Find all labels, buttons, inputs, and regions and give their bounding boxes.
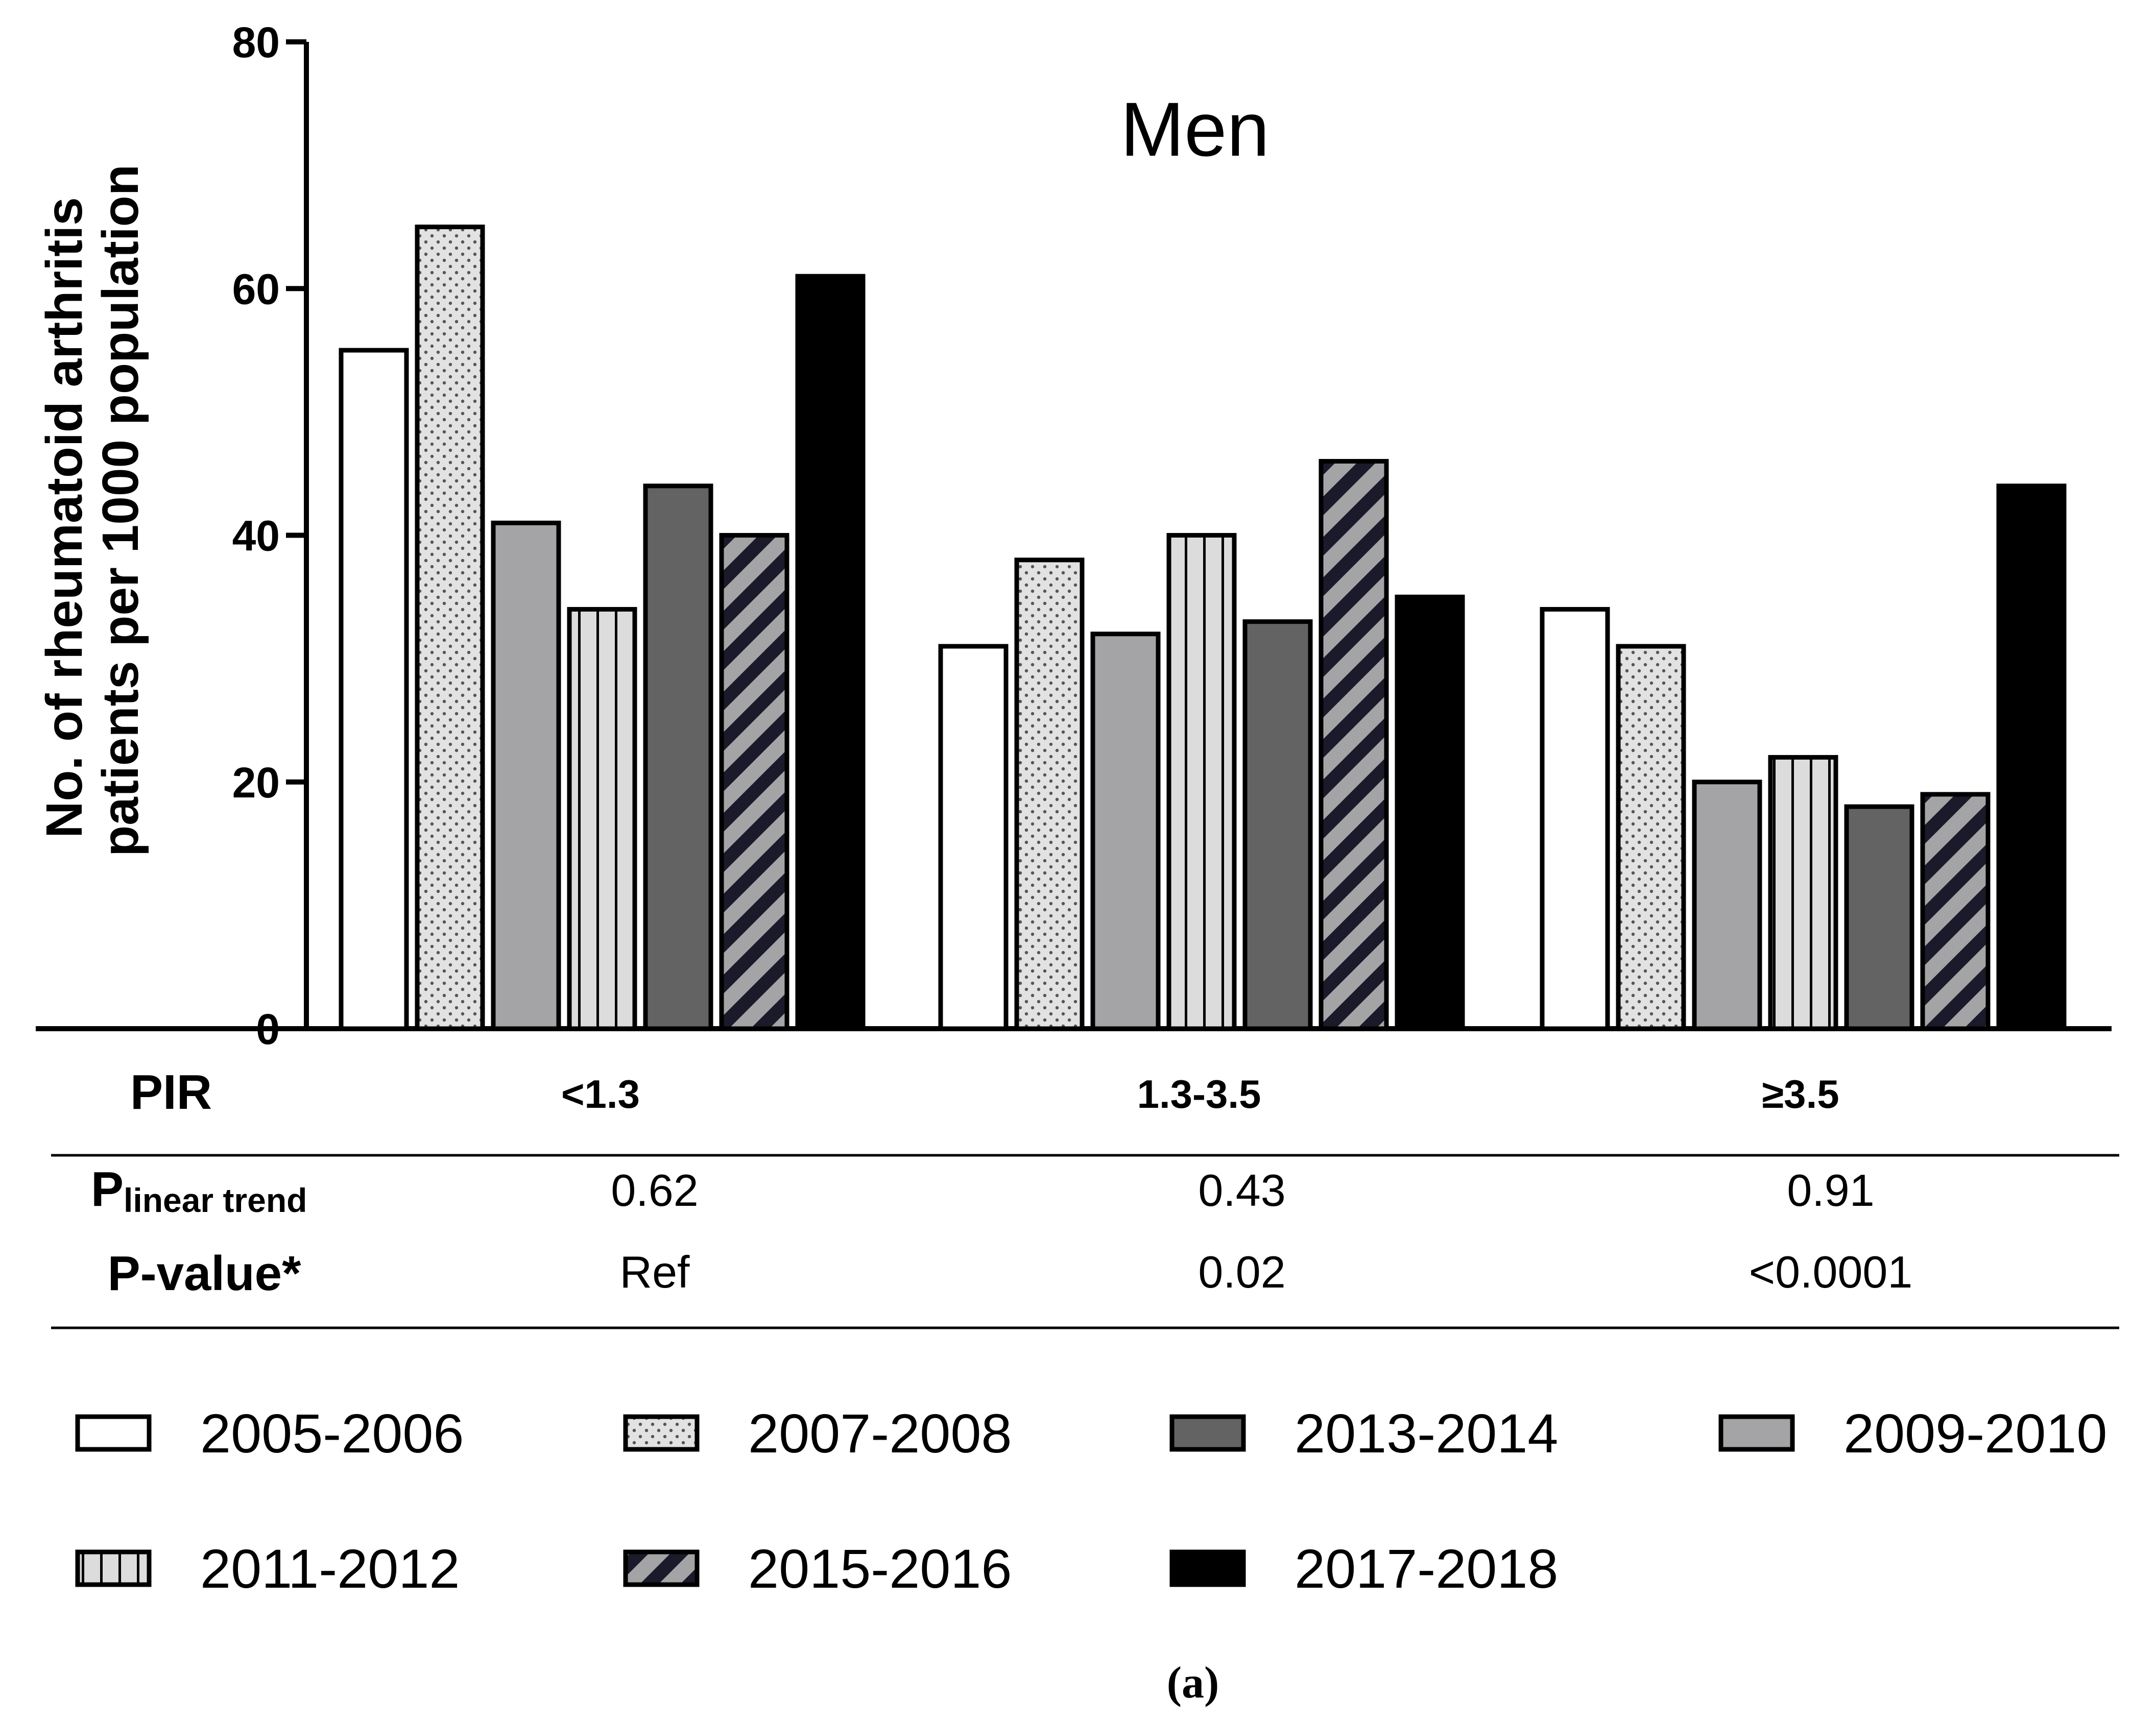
y-axis-label-line-2: patients per 1000 population <box>92 164 149 857</box>
bar-1-3-3-5-2011-2012 <box>1166 533 1237 1031</box>
bar-lt1-3-2011-2012 <box>567 606 637 1031</box>
category-label-ge3-5: ≥3.5 <box>1762 1072 1839 1116</box>
y-tick-label-0: 0 <box>256 1005 280 1053</box>
legend-item-2009-2010: 2009-2010 <box>1718 1402 2107 1464</box>
bars <box>339 224 2067 1031</box>
bar-1-3-3-5-2017-2018 <box>1395 594 1465 1031</box>
y-ticks: 0 20 40 60 80 <box>232 18 306 1053</box>
p-value-header: P-value* <box>108 1246 301 1301</box>
legend-item-2015-2016: 2015-2016 <box>623 1538 1012 1599</box>
legend: 2005-2006 2007-2008 2013-2014 2009-2010 2011… <box>75 1402 2107 1599</box>
bar-ge3-5-2005-2006 <box>1540 606 1610 1031</box>
bar-lt1-3-2015-2016 <box>719 533 789 1031</box>
bar-ge3-5-2009-2010 <box>1692 780 1762 1031</box>
y-axis-label: No. of rheumatoid arthritis patients per… <box>36 164 149 857</box>
bar-ge3-5-2013-2014 <box>1844 804 1914 1031</box>
table-cell-row1-col1: 0.62 <box>611 1165 698 1216</box>
table-cell-row1-col3: 0.91 <box>1787 1165 1874 1216</box>
legend-label-2015-2016: 2015-2016 <box>748 1538 1012 1599</box>
chart-title: Men <box>1120 86 1269 172</box>
legend-item-2007-2008: 2007-2008 <box>623 1402 1012 1464</box>
legend-item-2011-2012: 2011-2012 <box>75 1538 460 1599</box>
legend-item-2017-2018: 2017-2018 <box>1169 1538 1558 1599</box>
category-label-1-3-3-5: 1.3-3.5 <box>1137 1072 1261 1116</box>
x-axis-label: PIR <box>130 1065 212 1120</box>
bar-lt1-3-2013-2014 <box>643 483 713 1031</box>
table-cells: 0.62 0.43 0.91 Ref 0.02 <0.0001 <box>611 1165 1912 1297</box>
legend-label-2011-2012: 2011-2012 <box>200 1538 460 1599</box>
legend-item-2013-2014: 2013-2014 <box>1169 1402 1558 1464</box>
bar-ge3-5-2011-2012 <box>1768 755 1838 1031</box>
bar-1-3-3-5-2005-2006 <box>938 644 1009 1031</box>
y-tick-label-40: 40 <box>232 512 280 560</box>
legend-label-2013-2014: 2013-2014 <box>1295 1402 1558 1464</box>
bar-lt1-3-2007-2008 <box>415 224 485 1031</box>
y-tick-label-80: 80 <box>232 18 280 66</box>
legend-item-2005-2006: 2005-2006 <box>75 1402 464 1464</box>
legend-swatch-2011-2012 <box>75 1549 152 1587</box>
y-tick-label-60: 60 <box>232 265 280 313</box>
bar-1-3-3-5-2007-2008 <box>1014 557 1085 1031</box>
category-label-lt1-3: <1.3 <box>561 1072 640 1116</box>
table-cell-row2-col2: 0.02 <box>1198 1247 1285 1297</box>
legend-label-2017-2018: 2017-2018 <box>1295 1538 1558 1599</box>
y-axis-label-line-1: No. of rheumatoid arthritis <box>36 197 93 838</box>
table-cell-row2-col1: Ref <box>620 1247 690 1297</box>
table-cell-row1-col2: 0.43 <box>1198 1165 1285 1216</box>
p-linear-trend-header: Plinear trend <box>91 1162 307 1219</box>
bar-1-3-3-5-2013-2014 <box>1242 619 1313 1031</box>
y-tick-label-20: 20 <box>232 759 280 807</box>
bar-lt1-3-2017-2018 <box>795 274 866 1031</box>
p-linear-trend-sub: linear trend <box>124 1181 307 1219</box>
table-cell-row2-col3: <0.0001 <box>1749 1247 1913 1297</box>
legend-swatch-2015-2016 <box>623 1549 700 1587</box>
bar-ge3-5-2015-2016 <box>1920 792 1991 1031</box>
legend-swatch-2009-2010 <box>1718 1414 1795 1452</box>
bar-1-3-3-5-2009-2010 <box>1090 632 1161 1031</box>
category-labels: <1.3 1.3-3.5 ≥3.5 <box>561 1072 1839 1116</box>
legend-swatch-2007-2008 <box>623 1414 700 1452</box>
bar-ge3-5-2007-2008 <box>1616 644 1686 1031</box>
bar-1-3-3-5-2015-2016 <box>1319 459 1389 1031</box>
legend-swatch-2013-2014 <box>1169 1414 1246 1452</box>
bar-ge3-5-2017-2018 <box>1996 483 2067 1031</box>
figure-caption: (a) <box>1167 1658 1219 1708</box>
legend-label-2009-2010: 2009-2010 <box>1843 1402 2107 1464</box>
legend-swatch-2017-2018 <box>1169 1549 1246 1587</box>
legend-label-2005-2006: 2005-2006 <box>200 1402 464 1464</box>
p-linear-trend-main: P <box>91 1162 124 1217</box>
legend-label-2007-2008: 2007-2008 <box>748 1402 1012 1464</box>
legend-swatch-2005-2006 <box>75 1414 152 1452</box>
bar-lt1-3-2009-2010 <box>491 520 561 1031</box>
bar-lt1-3-2005-2006 <box>339 348 409 1031</box>
